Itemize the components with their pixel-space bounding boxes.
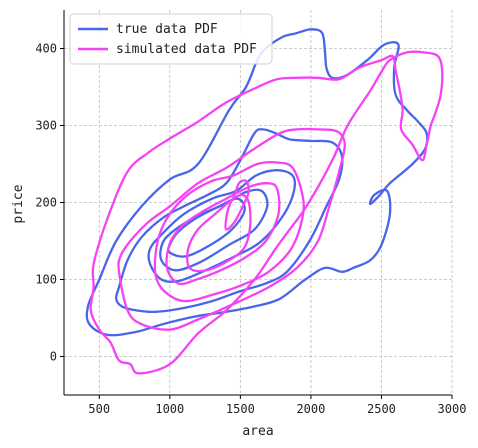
legend-label-true: true data PDF [116, 22, 218, 37]
contour-line-s1-2 [153, 160, 305, 303]
series-0 [85, 28, 429, 337]
y-axis-label: price [11, 184, 26, 223]
contour-line-s0-0 [85, 28, 429, 337]
y-tick-label: 100 [35, 273, 57, 287]
x-tick-label: 1000 [155, 402, 184, 416]
x-tick-label: 500 [88, 402, 110, 416]
y-tick-label: 200 [35, 196, 57, 210]
legend-label-simulated: simulated data PDF [116, 42, 257, 57]
contour-line-s1-5 [224, 179, 250, 231]
x-axis-label: area [242, 424, 273, 439]
contour-line-s0-3 [159, 188, 269, 272]
tick-layer: 500 1000 1500 2000 2500 3000 0 100 200 300 400 [35, 42, 466, 417]
y-tick-label: 0 [50, 350, 57, 364]
series-1 [89, 50, 444, 375]
legend-box [69, 13, 273, 65]
y-tick-label: 400 [35, 42, 57, 56]
x-tick-label: 2000 [296, 402, 325, 416]
x-tick-label: 2500 [367, 402, 396, 416]
contour-layer [85, 28, 444, 375]
contour-line-s1-0 [89, 50, 444, 375]
x-tick-label: 3000 [438, 402, 467, 416]
x-tick-label: 1500 [226, 402, 255, 416]
y-tick-label: 300 [35, 119, 57, 133]
contour-line-s1-1 [117, 127, 346, 331]
legend: true data PDF simulated data PDF [69, 13, 273, 65]
contour-line-s0-2 [147, 169, 297, 283]
contour-line-s1-3 [165, 182, 281, 286]
